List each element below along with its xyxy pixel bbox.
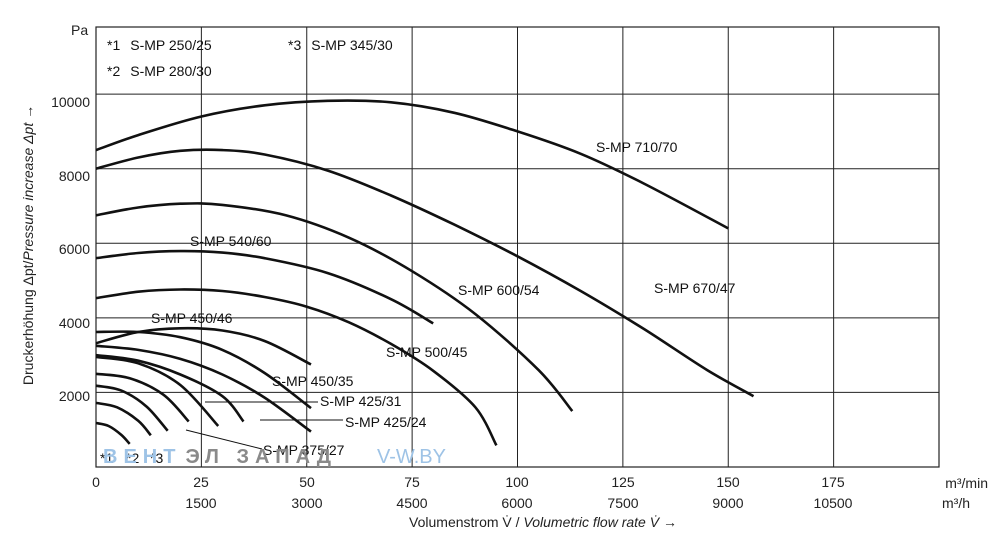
marker-1: *1 bbox=[100, 450, 113, 466]
y-tick-10000: 10000 bbox=[51, 94, 90, 110]
x-tick-h-4500: 4500 bbox=[396, 495, 427, 511]
y-tick-6000: 6000 bbox=[59, 241, 90, 257]
label-smp-600-54: S-MP 600/54 bbox=[458, 282, 540, 298]
curve-s-mp-710-70 bbox=[95, 99, 729, 230]
note-2-marker: *2 bbox=[107, 63, 120, 79]
x-tick-h-7500: 7500 bbox=[607, 495, 638, 511]
x-tick-25: 25 bbox=[193, 474, 209, 490]
x-unit-min: m³/min bbox=[945, 475, 988, 491]
note-1: *1 S-MP 250/25 bbox=[107, 37, 212, 53]
curve-s-mp-425-24 bbox=[95, 353, 245, 423]
y-tick-4000: 4000 bbox=[59, 315, 90, 331]
label-smp-540-60: S-MP 540/60 bbox=[190, 233, 272, 249]
note-3-text: S-MP 345/30 bbox=[311, 37, 393, 53]
leader-line-1 bbox=[185, 429, 263, 450]
y-axis-title-de: Druckerhöhung Δpt/ bbox=[20, 260, 36, 385]
x-axis-title-en: Volumetric flow rate V̇ → bbox=[523, 514, 677, 530]
note-3-marker: *3 bbox=[288, 37, 301, 53]
label-smp-450-46: S-MP 450/46 bbox=[151, 310, 233, 326]
y-tick-8000: 8000 bbox=[59, 168, 90, 184]
y-tick-2000: 2000 bbox=[59, 388, 90, 404]
grid bbox=[96, 27, 939, 467]
x-tick-175: 175 bbox=[821, 474, 845, 490]
label-smp-425-31: S-MP 425/31 bbox=[320, 393, 402, 409]
x-axis-title: Volumenstrom V̇ / Volumetric flow rate V… bbox=[409, 514, 677, 530]
curve-2-s-mp-280-30 bbox=[95, 401, 152, 437]
leader-lines bbox=[185, 401, 343, 450]
x-tick-h-3000: 3000 bbox=[291, 495, 322, 511]
curve-s-mp-500-45 bbox=[95, 288, 498, 447]
plot-frame bbox=[95, 26, 940, 468]
x-tick-125: 125 bbox=[611, 474, 635, 490]
x-axis-title-de: Volumenstrom V̇ / bbox=[409, 514, 523, 530]
curve-s-mp-670-47 bbox=[95, 148, 755, 398]
x-tick-150: 150 bbox=[716, 474, 740, 490]
x-tick-h-10500: 10500 bbox=[814, 495, 853, 511]
marker-2: *2 bbox=[126, 450, 139, 466]
x-tick-h-1500: 1500 bbox=[185, 495, 216, 511]
x-unit-h: m³/h bbox=[942, 495, 970, 511]
curve-s-mp-450-35 bbox=[95, 330, 312, 410]
curve-1-s-mp-250-25 bbox=[95, 421, 131, 445]
label-smp-375-27: S-MP 375/27 bbox=[263, 442, 345, 458]
label-smp-500-45: S-MP 500/45 bbox=[386, 344, 468, 360]
curve-s-mp-425-31 bbox=[95, 344, 312, 433]
x-tick-h-6000: 6000 bbox=[501, 495, 532, 511]
y-axis-title: Druckerhöhung Δpt/Pressure increase Δpt … bbox=[20, 105, 36, 385]
label-smp-425-24: S-MP 425/24 bbox=[345, 414, 427, 430]
label-smp-710-70: S-MP 710/70 bbox=[596, 139, 678, 155]
note-2: *2 S-MP 280/30 bbox=[107, 63, 212, 79]
note-3: *3 S-MP 345/30 bbox=[288, 37, 393, 53]
curve-s-mp-375-27 bbox=[95, 355, 220, 427]
curve-3-curve-b bbox=[95, 384, 169, 432]
x-tick-h-9000: 9000 bbox=[712, 495, 743, 511]
watermark: ВЕНТ ЭЛ ЗАПАД V-W.BY bbox=[103, 446, 446, 468]
y-unit-label: Pa bbox=[71, 22, 88, 38]
watermark-mid: ЭЛ ЗАПАД bbox=[185, 446, 337, 468]
x-tick-100: 100 bbox=[505, 474, 529, 490]
curves bbox=[95, 99, 755, 447]
curve-s-mp-600-54 bbox=[95, 202, 574, 412]
y-axis-title-en: Pressure increase Δpt → bbox=[20, 105, 36, 261]
label-smp-670-47: S-MP 670/47 bbox=[654, 280, 736, 296]
label-smp-450-35: S-MP 450/35 bbox=[272, 373, 354, 389]
curve-s-mp-540-60 bbox=[95, 249, 434, 325]
x-tick-75: 75 bbox=[404, 474, 420, 490]
note-1-text: S-MP 250/25 bbox=[130, 37, 212, 53]
marker-3: *3 bbox=[150, 450, 163, 466]
curve-3-s-mp-345-30 bbox=[95, 372, 190, 423]
watermark-left: ВЕНТ bbox=[103, 446, 181, 468]
watermark-right: V-W.BY bbox=[377, 446, 446, 468]
x-tick-50: 50 bbox=[299, 474, 315, 490]
x-tick-0: 0 bbox=[92, 474, 100, 490]
note-1-marker: *1 bbox=[107, 37, 120, 53]
note-2-text: S-MP 280/30 bbox=[130, 63, 212, 79]
